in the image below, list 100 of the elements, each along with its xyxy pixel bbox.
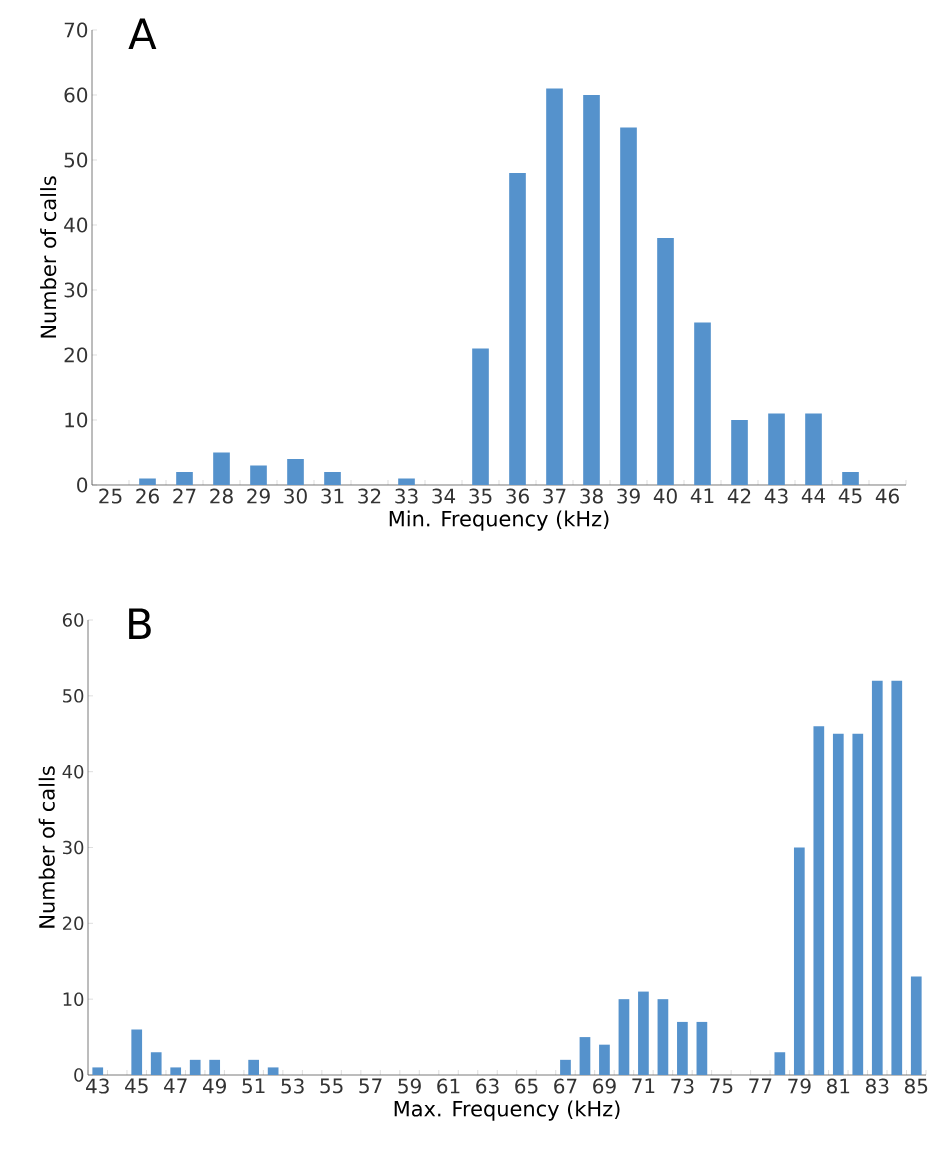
bar xyxy=(209,1059,221,1075)
y-tick-label: 40 xyxy=(62,764,84,779)
x-tick-label: 40 xyxy=(653,488,677,504)
bar xyxy=(398,478,415,485)
x-tick-label: 33 xyxy=(395,488,418,504)
bar xyxy=(793,847,805,1075)
x-tick-label: 42 xyxy=(727,488,751,504)
y-tick-label: 20 xyxy=(64,347,88,363)
x-tick-label: 47 xyxy=(163,1078,187,1094)
x-tick-label: 45 xyxy=(125,1078,148,1094)
x-tick-label: 38 xyxy=(580,488,603,504)
x-tick-label: 79 xyxy=(788,1078,811,1094)
bar xyxy=(694,322,711,485)
x-tick-label: 85 xyxy=(904,1078,928,1094)
y-tick-label: 70 xyxy=(64,22,88,38)
y-tick-label: 30 xyxy=(63,840,84,855)
x-tick-label: 36 xyxy=(506,488,529,504)
x-tick-label: 30 xyxy=(284,488,307,504)
x-tick-label: 27 xyxy=(173,488,196,504)
y-tick-label: 60 xyxy=(62,613,84,627)
y-tick-label: 30 xyxy=(64,282,88,298)
y-tick-label: 60 xyxy=(64,87,88,103)
bar xyxy=(657,237,674,485)
bar xyxy=(287,458,304,485)
bar xyxy=(618,999,630,1075)
x-tick-label: 44 xyxy=(801,488,826,504)
x-tick-label: 35 xyxy=(469,488,492,504)
bar xyxy=(731,419,748,485)
x-tick-label: 25 xyxy=(99,488,122,504)
bar xyxy=(170,1067,182,1075)
bar xyxy=(213,452,230,485)
x-tick-label: 34 xyxy=(432,488,456,504)
bar xyxy=(248,1059,260,1075)
bar xyxy=(852,733,864,1075)
x-tick-label: 28 xyxy=(210,488,233,504)
bar xyxy=(579,1037,591,1075)
bar xyxy=(267,1067,279,1075)
bar xyxy=(560,1059,571,1075)
x-tick-label: 81 xyxy=(826,1078,850,1094)
chart-title: A xyxy=(128,18,157,49)
x-tick-label: 83 xyxy=(865,1078,889,1094)
bar xyxy=(131,1029,143,1075)
bar xyxy=(92,1067,104,1075)
x-tick-label: 26 xyxy=(136,488,159,504)
bar xyxy=(599,1044,610,1075)
x-tick-label: 32 xyxy=(358,488,381,504)
bar xyxy=(638,991,649,1075)
x-tick-label: 51 xyxy=(242,1078,265,1094)
bar xyxy=(842,471,859,485)
x-tick-label: 73 xyxy=(671,1078,694,1094)
x-tick-label: 49 xyxy=(202,1078,226,1094)
y-tick-label: 10 xyxy=(63,992,84,1006)
x-tick-label: 77 xyxy=(749,1078,772,1094)
bar xyxy=(176,471,193,485)
x-tick-label: 63 xyxy=(476,1078,499,1094)
x-tick-label: 71 xyxy=(632,1078,655,1094)
y-tick-label: 0 xyxy=(77,477,88,493)
bar xyxy=(150,1052,162,1075)
bar xyxy=(509,172,526,485)
bar xyxy=(774,1052,786,1075)
y-tick-label: 0 xyxy=(74,1068,84,1082)
x-tick-label: 59 xyxy=(398,1078,421,1094)
bar xyxy=(189,1059,201,1075)
x-tick-label: 65 xyxy=(515,1078,538,1094)
x-tick-label: 75 xyxy=(710,1078,733,1094)
bar xyxy=(546,88,563,485)
bar xyxy=(620,127,637,485)
bar xyxy=(472,348,489,485)
bar xyxy=(768,413,785,485)
x-tick-label: 39 xyxy=(617,488,640,504)
y-tick-label: 50 xyxy=(64,152,88,168)
y-tick-label: 10 xyxy=(65,412,88,428)
x-tick-label: 45 xyxy=(838,488,862,504)
bar xyxy=(813,726,825,1075)
x-tick-label: 55 xyxy=(320,1078,343,1094)
bar xyxy=(832,733,844,1075)
y-axis-title: Number of calls xyxy=(40,176,57,338)
x-tick-label: 29 xyxy=(247,488,270,504)
x-tick-label: 37 xyxy=(543,488,566,504)
x-tick-label: 69 xyxy=(593,1078,616,1094)
x-tick-label: 46 xyxy=(875,488,899,504)
bar xyxy=(696,1021,708,1075)
bar xyxy=(139,478,156,485)
y-tick-label: 50 xyxy=(63,689,84,703)
chart-title: B xyxy=(129,608,151,639)
x-axis-title: Min. Frequency (kHz) xyxy=(389,510,609,531)
y-tick-label: 40 xyxy=(64,217,88,233)
bar xyxy=(657,999,669,1075)
bar xyxy=(891,680,903,1075)
x-tick-label: 67 xyxy=(554,1078,577,1094)
bar xyxy=(910,976,922,1075)
bar xyxy=(677,1021,688,1075)
y-tick-label: 20 xyxy=(62,916,84,931)
x-tick-label: 43 xyxy=(86,1078,109,1094)
bar xyxy=(583,94,600,485)
x-axis-title: Max. Frequency (kHz) xyxy=(394,1100,620,1121)
x-tick-label: 53 xyxy=(281,1078,304,1094)
x-tick-label: 31 xyxy=(321,488,344,504)
bar xyxy=(805,413,822,485)
bar xyxy=(324,471,341,485)
